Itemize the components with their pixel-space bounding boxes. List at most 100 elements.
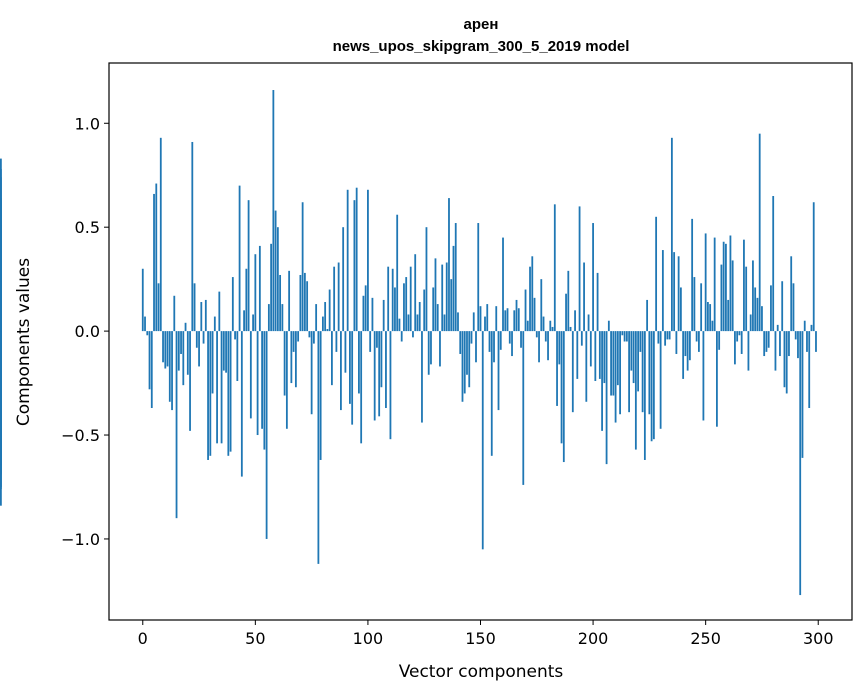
bar-164 xyxy=(511,331,513,357)
x-tick-label-100: 100 xyxy=(353,629,384,648)
bar-136 xyxy=(448,198,450,332)
bar-27 xyxy=(202,331,205,344)
bar-156 xyxy=(493,331,495,363)
bar-173 xyxy=(531,256,534,332)
bar-271 xyxy=(752,260,754,332)
bar-120 xyxy=(412,331,414,338)
bar-248 xyxy=(700,283,703,332)
bar-181 xyxy=(549,320,552,332)
bar-19 xyxy=(184,322,187,332)
bar-298 xyxy=(812,202,815,332)
bar-13 xyxy=(171,331,173,411)
bar-258 xyxy=(722,241,725,332)
bar-283 xyxy=(779,331,781,357)
bar-226 xyxy=(650,331,653,442)
bar-214 xyxy=(623,331,626,342)
x-axis-label: Vector components xyxy=(399,662,564,682)
bar-24 xyxy=(195,331,198,348)
y-tick-label-1: −0.5 xyxy=(61,426,100,445)
bar-242 xyxy=(686,331,689,371)
bar-121 xyxy=(414,254,417,332)
bar-227 xyxy=(652,331,655,440)
bar-265 xyxy=(738,331,741,336)
bar-223 xyxy=(643,331,646,460)
bar-73 xyxy=(306,281,309,332)
bar-191 xyxy=(571,331,574,413)
bar-268 xyxy=(745,266,748,332)
bar-94 xyxy=(353,200,356,332)
bar-40 xyxy=(231,277,234,332)
bar-5 xyxy=(153,193,155,332)
bar-299 xyxy=(815,331,817,352)
bar-189 xyxy=(567,270,570,332)
bar-90 xyxy=(344,331,347,373)
bar-78 xyxy=(317,331,320,564)
bar-177 xyxy=(540,279,543,332)
bar-213 xyxy=(621,331,624,336)
bar-55 xyxy=(265,331,268,539)
bar-39 xyxy=(229,331,232,452)
bar-199 xyxy=(589,331,592,367)
bar-275 xyxy=(761,306,763,332)
bar-71 xyxy=(301,202,304,332)
bar-172 xyxy=(529,266,531,332)
bar-26 xyxy=(200,302,203,332)
bar-98 xyxy=(362,295,365,332)
bar-129 xyxy=(432,287,435,332)
bar-146 xyxy=(470,331,473,344)
bar-261 xyxy=(729,235,732,332)
bar-113 xyxy=(396,214,399,332)
bar-292 xyxy=(799,331,802,596)
bar-167 xyxy=(517,308,520,332)
bar-269 xyxy=(747,331,750,371)
bar-101 xyxy=(369,331,372,352)
bar-132 xyxy=(439,331,441,367)
chart-title-line2: news_upos_skipgram_300_5_2019 model xyxy=(333,38,630,55)
bar-145 xyxy=(468,331,471,388)
bar-142 xyxy=(461,331,464,402)
bar-293 xyxy=(801,331,804,458)
bar-46 xyxy=(245,268,248,332)
bar-251 xyxy=(707,302,709,332)
bar-229 xyxy=(657,331,660,344)
bar-176 xyxy=(538,331,540,363)
chart-title-line1: арен xyxy=(464,16,499,33)
bar-43 xyxy=(238,185,241,332)
bar-67 xyxy=(292,331,295,352)
bar-62 xyxy=(281,304,284,332)
bar-256 xyxy=(718,331,721,350)
bar-255 xyxy=(716,331,718,427)
bar-174 xyxy=(533,297,536,332)
bar-22 xyxy=(191,141,194,332)
bar-138 xyxy=(452,245,455,332)
bar-28 xyxy=(204,299,207,332)
bar-155 xyxy=(490,331,493,456)
bar-158 xyxy=(497,331,500,411)
bars-group xyxy=(0,90,817,596)
bar-154 xyxy=(488,331,491,352)
bar-291 xyxy=(797,331,799,359)
bar-137 xyxy=(450,279,453,332)
bar-61 xyxy=(279,274,282,332)
bar-77 xyxy=(315,304,318,332)
bar-192 xyxy=(574,310,576,332)
bar-252 xyxy=(709,304,712,332)
y-tick-label-4: 1.0 xyxy=(75,114,100,133)
bar-4 xyxy=(150,331,153,409)
bar-53 xyxy=(261,331,263,429)
bar-277 xyxy=(765,331,768,352)
bar-2 xyxy=(146,331,149,336)
bar-276 xyxy=(763,331,766,357)
bar-249 xyxy=(702,331,705,421)
bar-52 xyxy=(258,245,261,332)
y-tick-label-0: −1.0 xyxy=(61,530,100,549)
bar-115 xyxy=(400,331,403,342)
bar-228 xyxy=(655,216,658,332)
bar-128 xyxy=(430,331,432,365)
bar-108 xyxy=(385,331,387,409)
bar-200 xyxy=(592,223,594,332)
bar-139 xyxy=(454,223,457,332)
bar-79 xyxy=(319,331,322,460)
bar-16 xyxy=(177,331,180,371)
bar-272 xyxy=(754,287,757,332)
